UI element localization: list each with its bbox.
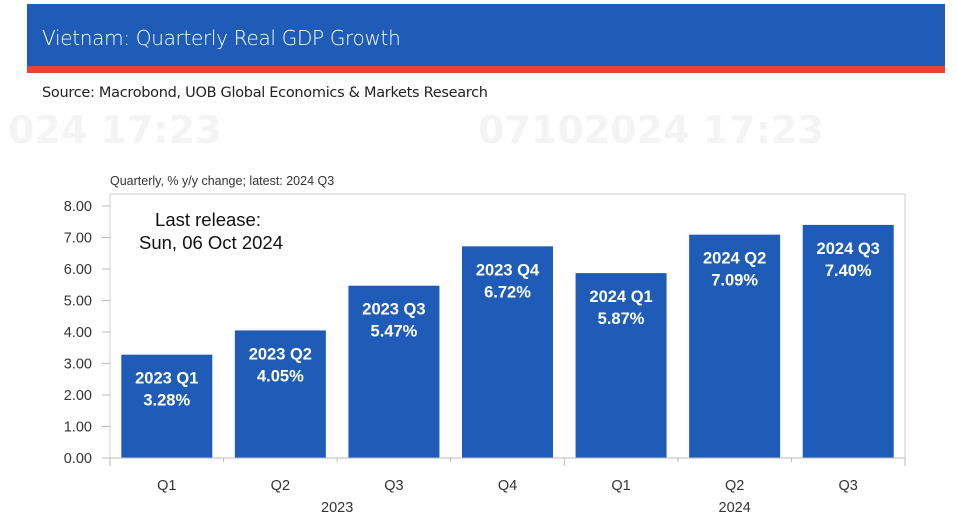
- source-note: Source: Macrobond, UOB Global Economics …: [42, 85, 488, 101]
- data-label: 5.87%: [598, 310, 645, 328]
- x-tick-label: Q3: [839, 478, 858, 494]
- data-label: 3.28%: [143, 392, 190, 410]
- data-label: 2023 Q4: [476, 261, 540, 279]
- data-label: 7.40%: [825, 262, 872, 280]
- y-tick-label: 3.00: [64, 357, 92, 373]
- annotation-line: Sun, 06 Oct 2024: [139, 232, 283, 253]
- bar: [802, 224, 894, 458]
- data-label: 7.09%: [711, 272, 758, 290]
- x-tick-label: Q2: [725, 478, 744, 494]
- bar: [234, 330, 326, 458]
- accent-stripe: [27, 66, 945, 73]
- y-tick-label: 2.00: [64, 388, 92, 404]
- x-tick-label: Q3: [384, 478, 403, 494]
- data-label: 2024 Q2: [703, 250, 766, 268]
- bar: [689, 234, 781, 458]
- chart-subtitle: Quarterly, % y/y change; latest: 2024 Q3: [110, 174, 334, 188]
- x-tick-label: Q1: [611, 478, 630, 494]
- data-label: 2024 Q1: [589, 288, 652, 306]
- x-group-label: 2023: [321, 500, 353, 516]
- watermark: 024 17:23: [8, 108, 222, 152]
- bar: [348, 285, 440, 458]
- y-tick-label: 5.00: [64, 294, 92, 310]
- data-label: 2024 Q3: [817, 240, 880, 258]
- y-tick-label: 0.00: [64, 451, 92, 467]
- y-tick-label: 6.00: [64, 262, 92, 278]
- bar: [462, 246, 553, 458]
- data-label: 4.05%: [257, 367, 304, 385]
- page-title: Vietnam: Quarterly Real GDP Growth: [42, 26, 401, 50]
- y-tick-label: 4.00: [64, 325, 92, 341]
- bar: [121, 354, 213, 458]
- y-tick-label: 8.00: [64, 199, 92, 215]
- data-label: 2023 Q1: [135, 370, 198, 388]
- x-tick-label: Q1: [157, 478, 176, 494]
- title-banner: Vietnam: Quarterly Real GDP Growth: [27, 4, 945, 66]
- y-tick-label: 7.00: [64, 231, 92, 247]
- x-tick-label: Q2: [271, 478, 290, 494]
- x-tick-label: Q4: [498, 478, 517, 494]
- watermark: 07102024 17:23: [478, 108, 824, 152]
- data-label: 2023 Q3: [362, 301, 425, 319]
- y-tick-label: 1.00: [64, 420, 92, 436]
- annotation-line: Last release:: [155, 209, 261, 230]
- data-label: 6.72%: [484, 283, 531, 301]
- data-label: 2023 Q2: [249, 345, 312, 363]
- data-label: 5.47%: [371, 323, 418, 341]
- x-group-label: 2024: [719, 500, 751, 516]
- bar: [575, 273, 667, 458]
